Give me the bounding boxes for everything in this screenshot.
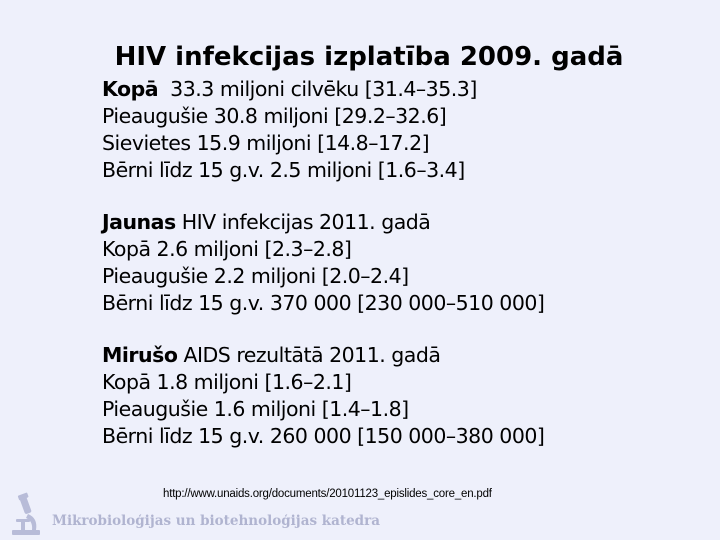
stat-line: Pieaugušie 2.2 miljoni [2.0–2.4] [102, 264, 409, 288]
section-heading: Jaunas HIV infekcijas 2011. gadā [102, 209, 544, 236]
heading-bold: Jaunas [102, 210, 176, 234]
heading-rest: 33.3 miljoni cilvēku [31.4–35.3] [158, 77, 477, 101]
stat-line: Kopā 2.6 miljoni [2.3–2.8] [102, 237, 352, 261]
slide-title: HIV infekcijas izplatība 2009. gadā [114, 42, 624, 72]
section-new-infections: Jaunas HIV infekcijas 2011. gadā Kopā 2.… [102, 209, 545, 317]
stat-line: Bērni līdz 15 g.v. 2.5 miljoni [1.6–3.4] [102, 158, 465, 182]
stat-line: Pieaugušie 30.8 miljoni [29.2–32.6] [102, 104, 447, 128]
heading-bold: Kopā [102, 77, 159, 101]
stat-line: Bērni līdz 15 g.v. 260 000 [150 000–380 … [102, 424, 545, 448]
heading-rest: AIDS rezultātā 2011. gadā [177, 343, 441, 367]
section-heading: Mirušo AIDS rezultātā 2011. gadā [102, 342, 544, 369]
section-heading: Kopā 33.3 miljoni cilvēku [31.4–35.3] [102, 76, 544, 103]
stat-line: Pieaugušie 1.6 miljoni [1.4–1.8] [102, 397, 409, 421]
heading-bold: Mirušo [102, 343, 178, 367]
source-link[interactable]: http://www.unaids.org/documents/20101123… [163, 488, 492, 500]
stat-line: Sievietes 15.9 miljoni [14.8–17.2] [102, 131, 430, 155]
footer-department: Mikrobioloģijas un biotehnoloģijas kated… [52, 513, 380, 529]
stat-line: Kopā 1.8 miljoni [1.6–2.1] [102, 370, 352, 394]
section-deaths: Mirušo AIDS rezultātā 2011. gadā Kopā 1.… [102, 342, 545, 450]
slide-content: Kopā 33.3 miljoni cilvēku [31.4–35.3] Pi… [102, 76, 545, 450]
heading-rest: HIV infekcijas 2011. gadā [175, 210, 431, 234]
section-prevalence: Kopā 33.3 miljoni cilvēku [31.4–35.3] Pi… [102, 76, 544, 184]
stat-line: Bērni līdz 15 g.v. 370 000 [230 000–510 … [102, 291, 545, 315]
microscope-icon [12, 492, 40, 535]
